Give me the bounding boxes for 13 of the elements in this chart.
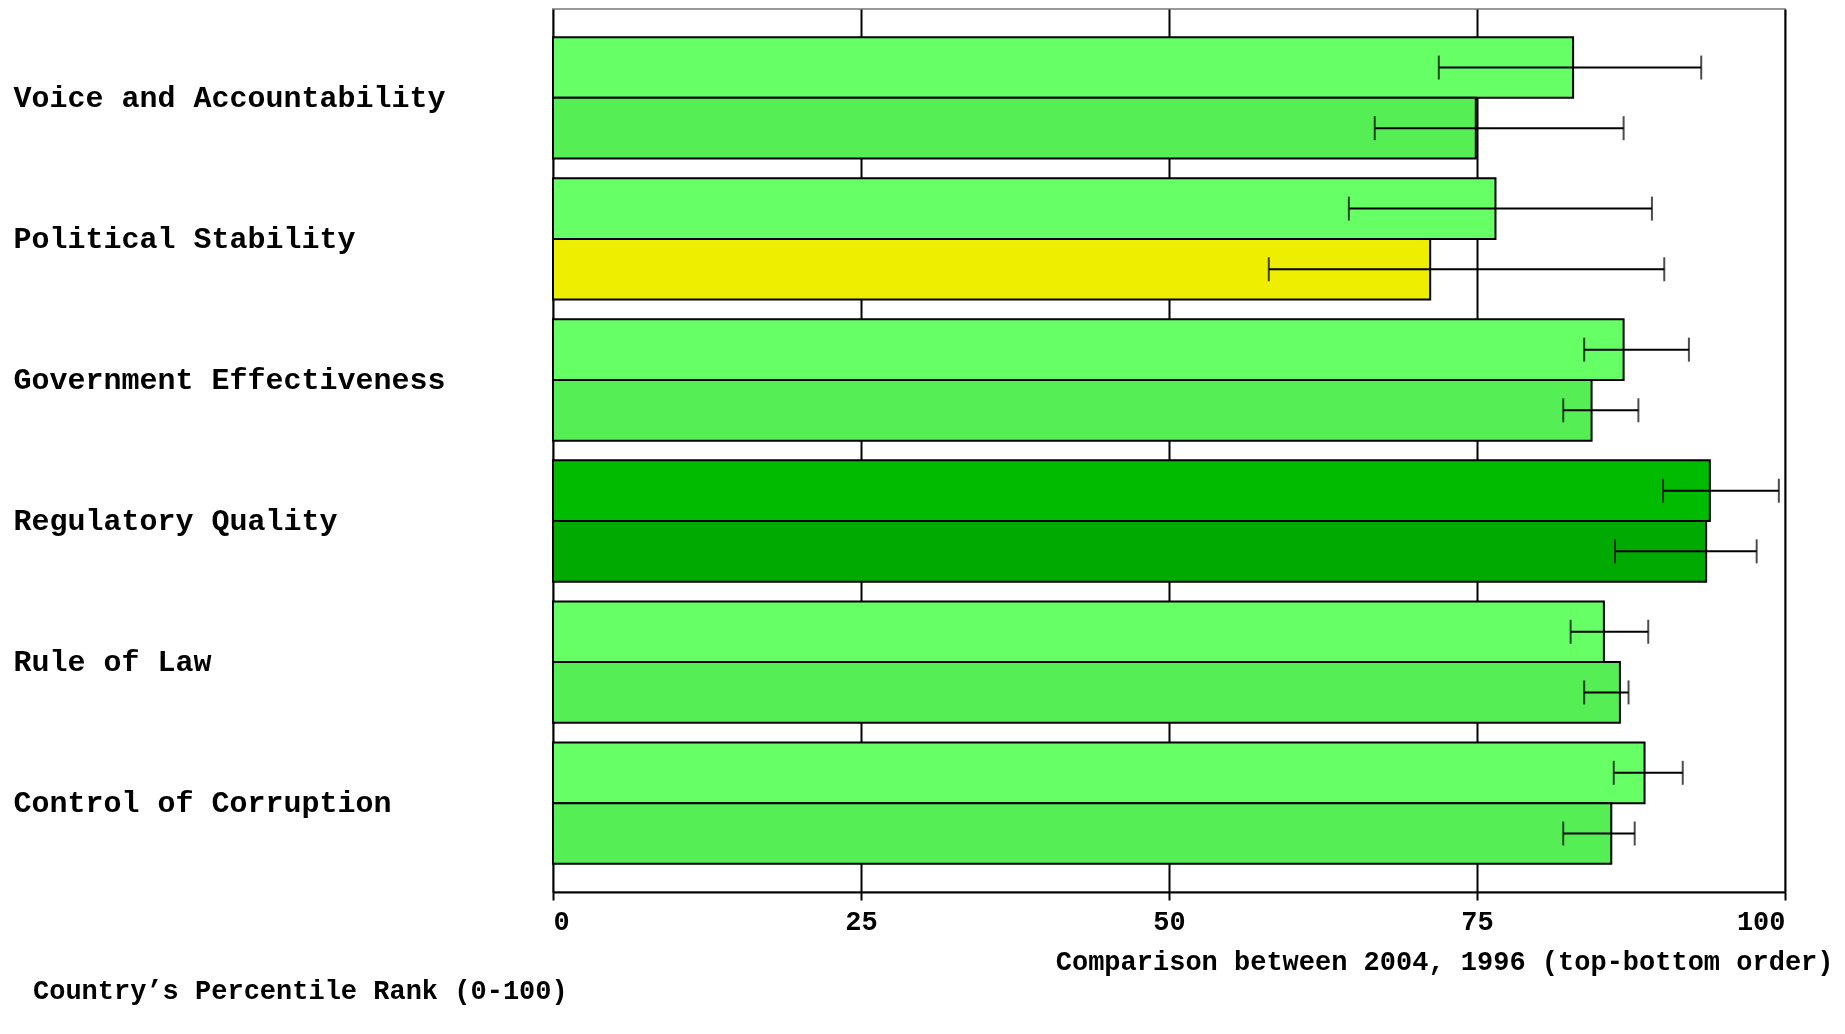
x-axis-title: Country’s Percentile Rank (0-100) <box>33 977 568 1007</box>
y-tick-label: Voice and Accountability <box>13 81 446 116</box>
x-tick-label: 0 <box>553 907 570 938</box>
x-tick-label: 25 <box>845 907 878 938</box>
text: Comparison between 2004, 1996 (top-bottom order) <box>1055 947 1834 978</box>
y-tick-label: Control of Corruption <box>13 787 392 822</box>
y-tick-label: Government Effectiveness <box>13 363 446 398</box>
y-tick-label: Rule of Law <box>13 646 212 681</box>
x-tick-label: 75 <box>1461 907 1494 938</box>
x-tick-label: 100 <box>1736 907 1786 938</box>
x-tick-label: 50 <box>1153 907 1186 938</box>
y-tick-label: Political Stability <box>13 222 356 257</box>
y-tick-label: Regulatory Quality <box>13 505 338 540</box>
